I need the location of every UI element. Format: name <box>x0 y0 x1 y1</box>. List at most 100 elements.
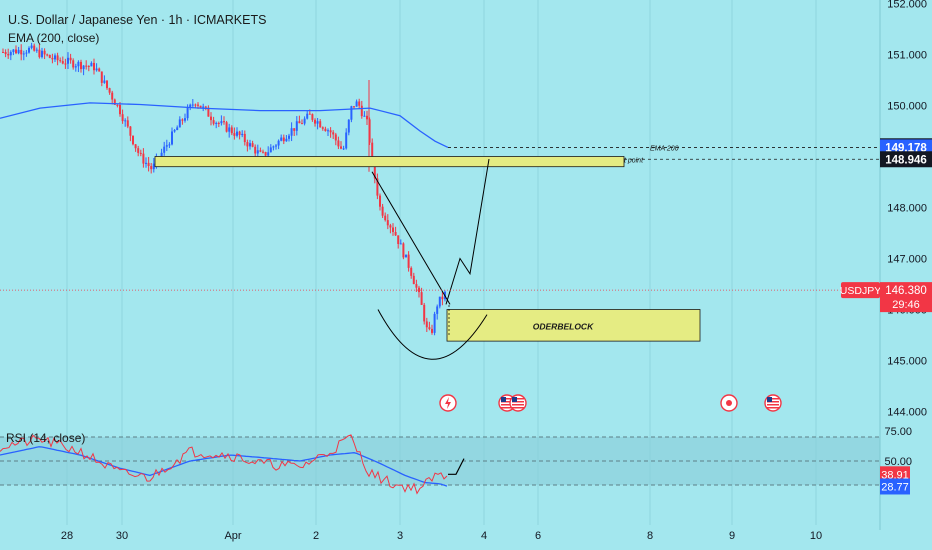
candle <box>410 267 413 276</box>
time-tick-label: 28 <box>61 530 73 542</box>
chart-title: U.S. Dollar / Japanese Yen · 1h · ICMARK… <box>8 13 267 27</box>
price-tick-label: 150.000 <box>887 101 927 113</box>
candle <box>64 63 67 65</box>
order-block-label: ODERBELOCK <box>533 321 594 331</box>
candle <box>202 106 205 108</box>
candle <box>394 231 397 236</box>
candle <box>243 133 246 143</box>
candle <box>340 146 342 149</box>
candle <box>191 104 194 106</box>
candle <box>82 65 85 70</box>
candle <box>152 163 155 170</box>
candle <box>298 121 301 124</box>
candle <box>314 119 316 124</box>
candle <box>306 113 309 119</box>
candle <box>334 134 337 141</box>
candle <box>249 143 251 147</box>
rsi-value-badge <box>880 466 910 483</box>
candle <box>35 49 38 51</box>
candle <box>428 327 431 329</box>
candle <box>277 140 280 146</box>
symbol-badge-label: USDJPY <box>840 285 881 297</box>
candle <box>327 130 329 132</box>
candle <box>425 321 428 328</box>
candle <box>178 119 181 128</box>
candle <box>371 142 374 160</box>
candle <box>210 116 212 121</box>
candle <box>353 106 355 108</box>
rsi-indicator-label[interactable]: RSI (14, close) <box>6 431 86 445</box>
candle <box>46 54 49 56</box>
bar-countdown: 29:46 <box>892 299 920 311</box>
candle <box>184 118 186 121</box>
candle <box>267 152 270 156</box>
candle <box>285 138 288 142</box>
candle <box>2 51 4 53</box>
candle <box>212 120 215 124</box>
price-badge-label: 148.946 <box>885 154 927 166</box>
candle <box>108 88 111 93</box>
current-price-badge <box>880 282 932 313</box>
candle <box>438 296 441 307</box>
time-tick-label: Apr <box>224 530 241 542</box>
candle <box>264 152 267 156</box>
symbol-badge <box>841 282 880 299</box>
candle <box>272 146 275 148</box>
candle <box>145 162 147 164</box>
candle <box>9 52 12 56</box>
candle <box>301 123 303 125</box>
candle <box>280 137 283 141</box>
candle <box>269 147 272 153</box>
candle <box>337 140 340 147</box>
rsi-tick-label: 75.00 <box>884 426 912 438</box>
candle <box>103 80 106 83</box>
price-tick-label: 145.000 <box>887 356 927 368</box>
candle <box>262 151 264 153</box>
candle <box>223 121 225 123</box>
candle <box>12 49 15 53</box>
time-tick-label: 10 <box>810 530 822 542</box>
candle <box>124 120 127 122</box>
candle <box>67 57 69 64</box>
us-flag-icon <box>764 394 782 412</box>
candle <box>204 106 207 108</box>
candle <box>15 49 17 54</box>
candle <box>345 132 348 149</box>
candle <box>30 45 33 48</box>
rsi-ma-label: 28.77 <box>881 481 909 493</box>
candle <box>384 215 387 221</box>
candle <box>431 328 433 333</box>
candle <box>181 119 184 121</box>
candle <box>246 142 249 147</box>
candle <box>69 57 72 61</box>
candle <box>7 54 10 56</box>
time-tick-label: 4 <box>481 530 487 542</box>
target-point-annotation: target point <box>608 157 644 164</box>
rsi-line <box>0 434 448 495</box>
candle <box>80 61 82 70</box>
candle <box>98 68 101 72</box>
candle <box>25 52 28 54</box>
time-tick-label: 3 <box>397 530 403 542</box>
ema-indicator-label[interactable]: EMA (200, close) <box>8 31 100 45</box>
candle <box>100 71 103 83</box>
candle <box>376 178 379 196</box>
candle <box>275 145 277 147</box>
candle <box>171 131 173 145</box>
candle <box>165 145 168 147</box>
candle <box>360 105 363 117</box>
candle <box>397 235 400 244</box>
candle <box>217 122 220 124</box>
candle <box>290 128 293 136</box>
rsi-band <box>0 437 880 485</box>
candle <box>251 143 254 147</box>
candle <box>126 120 129 127</box>
candle <box>132 135 134 145</box>
candle <box>399 243 402 245</box>
candle <box>106 80 108 89</box>
candle <box>54 55 56 60</box>
candle <box>363 115 366 117</box>
candle <box>137 148 140 153</box>
candle <box>368 119 371 143</box>
